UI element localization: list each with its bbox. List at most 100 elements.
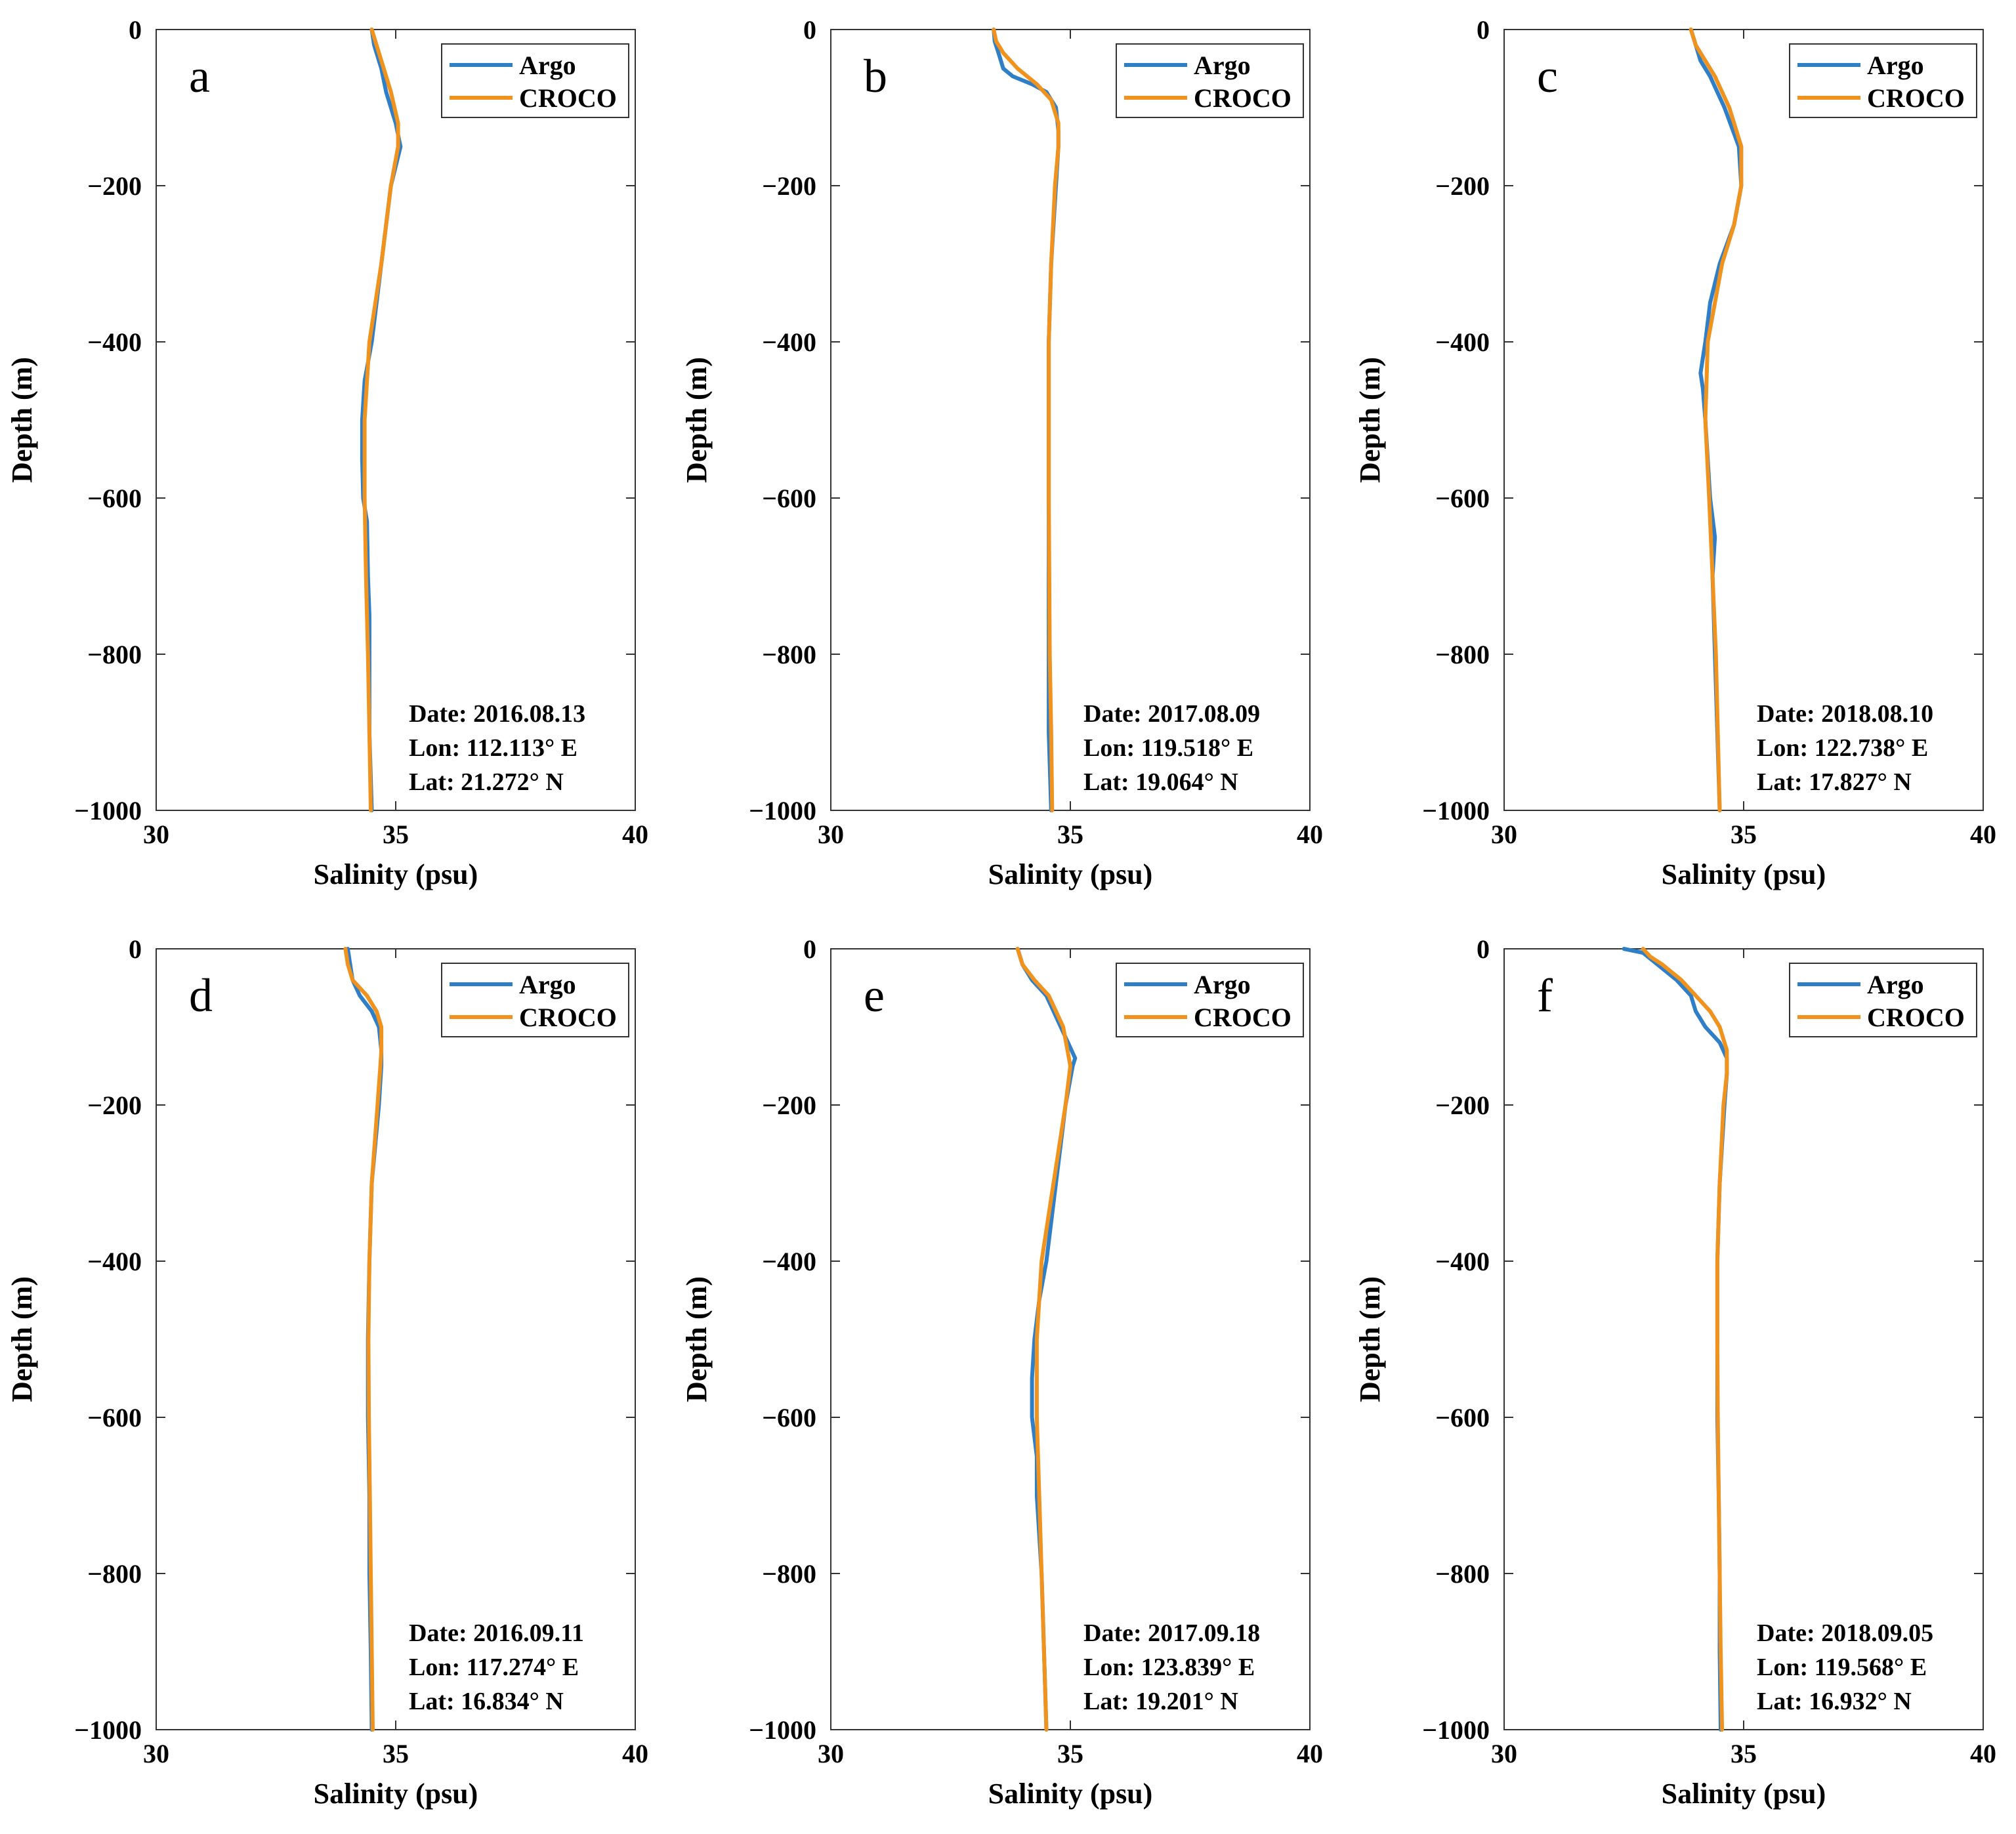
legend-label-argo: Argo [519, 970, 576, 999]
y-tick-label: 0 [1477, 15, 1490, 45]
x-tick-label: 40 [622, 820, 648, 849]
info-lon: Lon: 117.274° E [409, 1654, 579, 1681]
y-tick-label: 0 [1477, 934, 1490, 964]
y-tick-label: −1000 [74, 796, 142, 825]
series-line-argo [1622, 947, 1729, 1732]
y-tick-label: −200 [762, 1091, 816, 1120]
legend-label-argo: Argo [1867, 51, 1924, 80]
info-date: Date: 2017.09.18 [1083, 1619, 1260, 1647]
plot-frame [156, 948, 636, 1730]
y-tick-label: −600 [1435, 484, 1490, 513]
legend-label-croco: CROCO [519, 83, 617, 113]
info-date: Date: 2018.08.10 [1757, 700, 1933, 728]
x-axis-label: Salinity (psu) [988, 1778, 1153, 1810]
panel-f: 30 35 40 0 −200 −400 −600 −800 −1000 Salinity (ps… [1354, 934, 1996, 1810]
series-line-croco [1641, 947, 1729, 1732]
panel-letter: e [864, 969, 885, 1022]
legend: Argo CROCO [1116, 963, 1304, 1037]
x-tick-label: 35 [1731, 820, 1757, 849]
x-axis-label: Salinity (psu) [314, 1778, 478, 1810]
series-line-argo [1015, 947, 1078, 1732]
y-axis-label: Depth (m) [1354, 1276, 1386, 1402]
y-tick-label: 0 [803, 15, 816, 45]
series-line-croco [1015, 947, 1072, 1732]
panel-c: 30 35 40 0 −200 −400 −600 −800 −1000 Salinity (ps… [1354, 15, 1996, 890]
legend-box [441, 963, 629, 1037]
x-tick-label: 30 [1491, 1739, 1517, 1768]
legend-label-croco: CROCO [1194, 83, 1292, 113]
x-axis-label: Salinity (psu) [314, 858, 478, 890]
x-tick-label: 40 [1970, 1739, 1996, 1768]
info-lat: Lat: 17.827° N [1757, 768, 1912, 796]
y-tick-label: −600 [1435, 1403, 1490, 1432]
y-tick-label: −400 [87, 327, 142, 357]
y-axis-label: Depth (m) [681, 1276, 713, 1402]
legend-label-croco: CROCO [1867, 83, 1965, 113]
x-tick-label: 40 [1297, 820, 1323, 849]
y-tick-label: −400 [762, 327, 816, 357]
y-tick-label: −800 [87, 1559, 142, 1589]
y-axis-label: Depth (m) [681, 357, 713, 483]
x-tick-label: 40 [1970, 820, 1996, 849]
panel-letter: d [189, 969, 213, 1022]
y-tick-label: −400 [1435, 327, 1490, 357]
y-tick-label: −1000 [1422, 796, 1490, 825]
y-tick-label: −200 [762, 171, 816, 201]
legend: Argo CROCO [441, 963, 629, 1037]
legend-label-argo: Argo [1867, 970, 1924, 999]
info-date: Date: 2018.09.05 [1757, 1619, 1933, 1647]
legend: Argo CROCO [441, 43, 629, 118]
info-lon: Lon: 112.113° E [409, 734, 578, 762]
series-line-argo [346, 947, 384, 1732]
legend-label-croco: CROCO [1194, 1003, 1292, 1032]
legend-label-argo: Argo [1194, 970, 1251, 999]
info-lat: Lat: 19.201° N [1083, 1688, 1238, 1715]
x-axis-label: Salinity (psu) [988, 858, 1153, 890]
y-tick-label: −1000 [749, 796, 816, 825]
panel-b: 30 35 40 0 −200 −400 −600 −800 −1000 Salinity (ps… [681, 15, 1323, 890]
legend-label-croco: CROCO [1867, 1003, 1965, 1032]
series-line-croco [992, 28, 1060, 812]
y-tick-label: −600 [762, 1403, 816, 1432]
y-tick-label: −400 [87, 1247, 142, 1276]
info-date: Date: 2016.09.11 [409, 1619, 584, 1647]
info-lat: Lat: 16.834° N [409, 1688, 564, 1715]
y-tick-label: −200 [1435, 171, 1490, 201]
legend-box [441, 43, 629, 118]
legend-label-argo: Argo [1194, 51, 1251, 80]
y-tick-label: −600 [87, 1403, 142, 1432]
info-lat: Lat: 21.272° N [409, 768, 564, 796]
y-tick-label: −800 [1435, 1559, 1490, 1589]
y-tick-label: −800 [762, 1559, 816, 1589]
legend-box [1116, 43, 1304, 118]
y-tick-label: −200 [87, 171, 142, 201]
legend: Argo CROCO [1789, 43, 1977, 118]
panel-letter: c [1537, 50, 1558, 102]
legend-box [1116, 963, 1304, 1037]
plot-frame [1503, 948, 1984, 1730]
x-tick-label: 35 [383, 1739, 409, 1768]
y-tick-label: −800 [87, 640, 142, 669]
x-tick-label: 40 [1297, 1739, 1323, 1768]
panel-letter: f [1537, 969, 1553, 1022]
x-tick-label: 35 [1731, 1739, 1757, 1768]
x-tick-label: 35 [383, 820, 409, 849]
panel-a: 30 35 40 0 −200 −400 −600 −800 −1000 Salinity (ps… [6, 15, 648, 890]
legend-label-croco: CROCO [519, 1003, 617, 1032]
y-tick-label: −600 [87, 484, 142, 513]
legend-box [1789, 963, 1977, 1037]
panel-letter: b [864, 50, 887, 102]
info-date: Date: 2017.08.09 [1083, 700, 1260, 728]
legend-box [1789, 43, 1977, 118]
info-lat: Lat: 19.064° N [1083, 768, 1238, 796]
plot-frame [156, 29, 636, 811]
y-tick-label: −1000 [74, 1715, 142, 1745]
y-tick-label: −200 [1435, 1091, 1490, 1120]
x-tick-label: 30 [818, 1739, 844, 1768]
y-axis-label: Depth (m) [1354, 357, 1386, 483]
x-tick-label: 30 [818, 820, 844, 849]
y-tick-label: −1000 [1422, 1715, 1490, 1745]
x-tick-label: 35 [1057, 1739, 1083, 1768]
x-tick-label: 30 [143, 1739, 169, 1768]
